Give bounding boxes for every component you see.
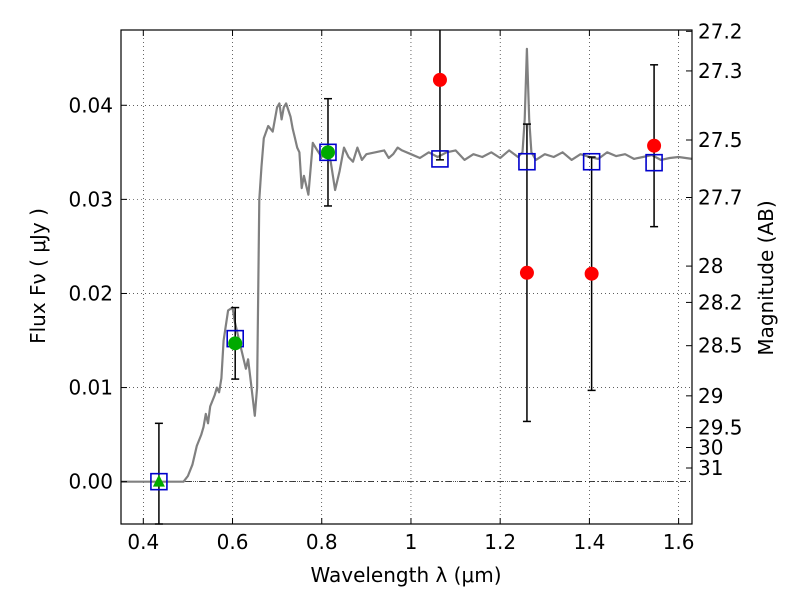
near-ir-data-point: [519, 265, 534, 280]
x-tick-label: 0.4: [127, 530, 159, 554]
y-tick-label: 0.01: [68, 376, 113, 400]
optical-data-point: [228, 336, 243, 351]
plot-area: [121, 30, 693, 525]
y2-tick-label: 30: [698, 436, 723, 460]
model-photometry-square: [150, 472, 168, 491]
y-tick-label: 0.00: [68, 470, 113, 494]
grid: [121, 30, 692, 524]
x-tick-label: 1: [405, 530, 418, 554]
near-ir-data-point: [432, 72, 447, 87]
upper-limit-triangle: [152, 474, 165, 487]
x-tick-label: 1.2: [484, 530, 516, 554]
model-photometry-square: [645, 153, 663, 172]
x-axis-label: Wavelength λ (μm): [310, 563, 501, 587]
y2-tick-label: 28.2: [698, 290, 743, 314]
x-tick-label: 0.6: [217, 530, 249, 554]
axis-ticks: 0.4 0.6 0.8 1 1.2 1.4 1.6 0.00 0.01 0.02 0.03 0.04 2…: [68, 19, 742, 554]
sed-model-line: [121, 47, 693, 483]
near-ir-data-point: [584, 266, 599, 281]
y-axis-label: Flux Fν ( μJy ): [26, 208, 50, 344]
x-tick-label: 1.6: [663, 530, 695, 554]
y2-tick-label: 29.5: [698, 416, 743, 440]
y2-tick-label: 28: [698, 254, 723, 278]
plot-frame: [120, 29, 693, 525]
y-tick-label: 0.03: [68, 187, 113, 211]
model-photometry-square: [518, 152, 536, 171]
y2-tick-label: 27.7: [698, 185, 743, 209]
y2-tick-label: 31: [698, 456, 723, 480]
model-photometry-square: [431, 150, 449, 168]
y2-tick-label: 28.5: [698, 334, 743, 358]
y-tick-label: 0.02: [68, 281, 113, 305]
x-tick-label: 1.4: [573, 530, 605, 554]
model-photometry-square: [582, 152, 601, 171]
y-tick-label: 0.04: [68, 93, 113, 117]
y2-tick-label: 29: [698, 384, 723, 408]
y2-tick-label: 27.5: [698, 128, 743, 152]
y2-axis-label: Magnitude (AB): [754, 200, 778, 355]
model-photometry-square: [319, 143, 337, 162]
y2-tick-label: 27.2: [698, 19, 743, 43]
optical-data-point: [320, 145, 335, 160]
near-ir-data-point: [647, 138, 662, 153]
x-tick-label: 0.8: [306, 530, 338, 554]
y2-tick-label: 27.3: [698, 59, 743, 83]
